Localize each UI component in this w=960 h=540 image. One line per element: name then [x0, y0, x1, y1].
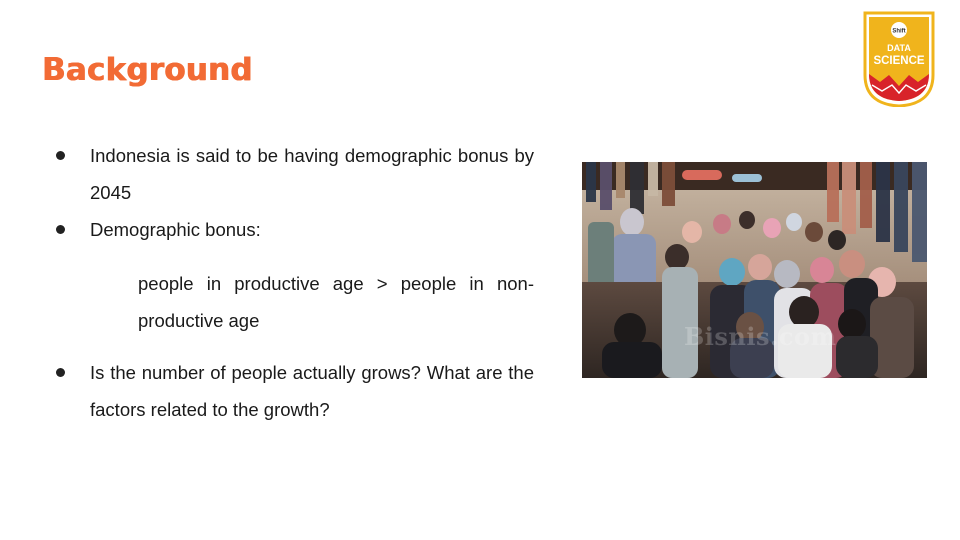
bullet-item: Demographic bonus:: [56, 211, 534, 248]
sub-item-text: people in productive age > people in non…: [138, 273, 534, 331]
bullet-item: Indonesia is said to be having demograph…: [56, 137, 534, 211]
photo-watermark: Bisnis.com: [684, 322, 837, 351]
logo-line1: DATA: [887, 43, 911, 53]
bullet-text: Indonesia is said to be having demograph…: [90, 145, 534, 203]
bullet-text: Is the number of people actually grows? …: [90, 362, 534, 420]
logo-line2: SCIENCE: [873, 55, 924, 67]
bullet-item: Is the number of people actually grows? …: [56, 354, 534, 428]
bullet-dot: [56, 151, 65, 160]
crowd-photo: Bisnis.com: [582, 162, 927, 378]
bullet-dot: [56, 225, 65, 234]
bullet-text: Demographic bonus:: [90, 219, 261, 240]
data-science-logo: Shift DATA SCIENCE: [862, 11, 936, 107]
bullet-list: Indonesia is said to be having demograph…: [56, 137, 534, 428]
bullet-dot: [56, 368, 65, 377]
logo-brand-small: Shift: [892, 29, 905, 35]
sub-item: people in productive age > people in non…: [56, 265, 534, 339]
slide-title: Background: [42, 52, 253, 88]
